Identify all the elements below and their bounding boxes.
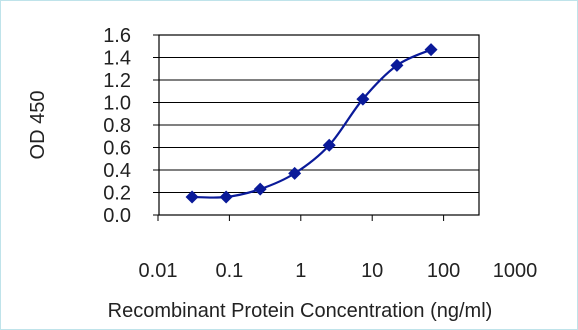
y-tick-label: 0.6: [103, 138, 131, 160]
x-axis-title: Recombinant Protein Concentration (ng/ml…: [108, 300, 493, 322]
data-point: [390, 58, 404, 72]
series-line: [192, 48, 432, 199]
data-point: [356, 92, 370, 106]
data-point: [253, 182, 267, 196]
x-tick-label: 100: [427, 260, 460, 282]
data-point: [219, 190, 233, 204]
y-tick-labels: 0.00.20.40.60.81.01.21.41.6: [103, 25, 159, 227]
data-point: [185, 190, 199, 204]
y-tick-label: 0.0: [103, 205, 131, 227]
y-tick-label: 1.6: [103, 25, 131, 47]
y-tick-label: 0.8: [103, 115, 131, 137]
y-axis-title: OD 450: [27, 91, 49, 160]
x-tick-label: 1000: [493, 260, 538, 282]
data-point: [424, 43, 438, 57]
data-point: [288, 166, 302, 180]
y-tick-label: 1.4: [103, 48, 131, 70]
y-tick-label: 1.2: [103, 70, 131, 92]
series-group: [185, 43, 438, 204]
x-tick-labels: 0.01 0.1 1 10 100 1000: [139, 215, 538, 282]
y-tick-label: 0.4: [103, 160, 131, 182]
y-tick-label: 0.2: [103, 183, 131, 205]
y-tick-label: 1.0: [103, 93, 131, 115]
x-tick-label: 10: [361, 260, 383, 282]
x-tick-label: 0.01: [139, 260, 178, 282]
data-point: [322, 138, 336, 152]
x-tick-label: 0.1: [215, 260, 243, 282]
grid-lines: [159, 57, 479, 193]
x-tick-label: 1: [295, 260, 306, 282]
